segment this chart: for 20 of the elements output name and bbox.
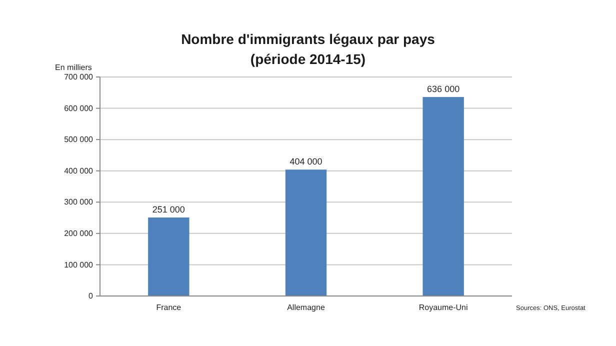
bar — [148, 217, 190, 296]
chart-title: Nombre d'immigrants légaux par pays — [181, 31, 436, 47]
y-tick-label: 100 000 — [64, 260, 94, 270]
chart-subtitle: (période 2014-15) — [250, 51, 366, 67]
x-tick-label: France — [156, 303, 182, 312]
x-tick-label: Royaume-Uni — [418, 303, 468, 312]
y-tick-label: 300 000 — [64, 198, 94, 207]
data-label: 251 000 — [152, 204, 185, 214]
y-tick-label: 200 000 — [64, 228, 94, 238]
data-label: 404 000 — [290, 156, 322, 167]
data-label: 636 000 — [427, 84, 460, 94]
bar — [285, 170, 327, 296]
x-tick-label: Allemagne — [287, 303, 326, 312]
bar — [422, 97, 464, 296]
y-axis-title: En milliers — [55, 63, 92, 72]
y-tick-label: 400 000 — [64, 166, 94, 176]
y-tick-label: 500 000 — [64, 135, 94, 144]
y-tick-label: 0 — [88, 292, 94, 301]
y-tick-label: 700 000 — [64, 72, 94, 82]
y-tick-label: 600 000 — [64, 104, 94, 113]
